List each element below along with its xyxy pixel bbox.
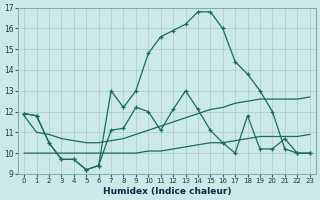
X-axis label: Humidex (Indice chaleur): Humidex (Indice chaleur) [103, 187, 231, 196]
